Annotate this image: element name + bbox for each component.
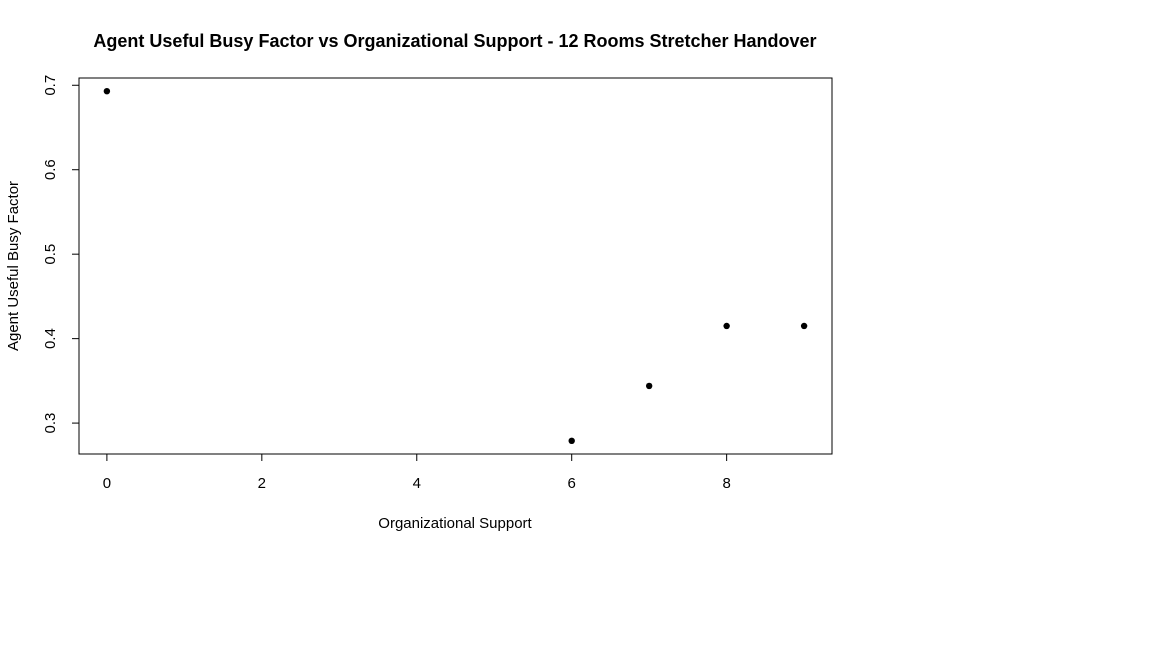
x-tick-label: 6 (568, 475, 576, 492)
y-tick-label: 0.6 (42, 159, 59, 180)
x-tick-label: 2 (258, 475, 266, 492)
x-tick-label: 8 (722, 475, 730, 492)
data-point (723, 322, 730, 330)
y-axis: 0.3 0.4 0.5 0.6 0.7 (42, 75, 80, 434)
y-tick-label: 0.4 (42, 328, 59, 349)
y-tick-label: 0.7 (42, 75, 59, 96)
y-axis-label: Agent Useful Busy Factor (5, 181, 22, 351)
plot-frame (78, 77, 833, 455)
x-tick-label: 4 (413, 475, 421, 492)
data-point (103, 87, 111, 95)
data-points (103, 87, 808, 445)
y-tick-label: 0.5 (42, 244, 59, 265)
data-point (568, 437, 575, 445)
data-point (645, 382, 653, 390)
x-tick-label: 0 (103, 475, 111, 492)
y-tick-label: 0.3 (42, 413, 59, 434)
data-point (800, 322, 808, 330)
chart-title: Agent Useful Busy Factor vs Organization… (93, 31, 816, 51)
x-axis-label: Organizational Support (378, 515, 532, 532)
x-axis: 0 2 4 6 8 (103, 453, 731, 492)
